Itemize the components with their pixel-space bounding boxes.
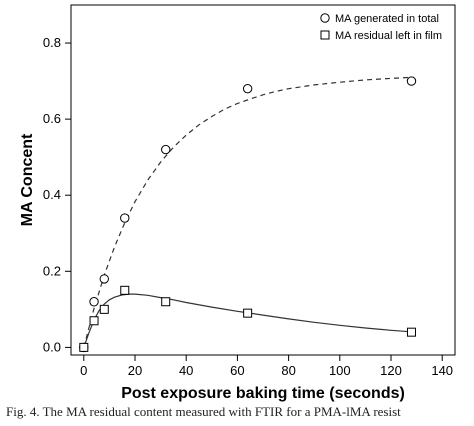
x-tick-label: 60	[230, 363, 244, 378]
x-tick-label: 0	[80, 363, 87, 378]
x-tick-label: 40	[179, 363, 193, 378]
x-tick-label: 140	[431, 363, 453, 378]
y-tick-label: 0.8	[43, 35, 61, 50]
point-circle	[406, 76, 417, 86]
fit-line-1	[83, 76, 412, 348]
point-square	[161, 297, 171, 307]
legend-entry: MA generated in total	[335, 13, 439, 25]
x-tick-label: 120	[380, 363, 402, 378]
point-square	[99, 304, 109, 314]
legend-circle-icon	[320, 13, 330, 23]
point-circle	[120, 213, 130, 223]
point-square	[243, 308, 253, 318]
figure-caption: Fig. 4. The MA residual content measured…	[6, 404, 401, 419]
legend: MA generated in total MA residual left in…	[320, 13, 442, 42]
legend-entry: MA residual left in film	[335, 30, 442, 42]
point-square	[406, 327, 416, 337]
point-circle	[242, 83, 253, 94]
y-tick-label: 0.6	[43, 111, 61, 126]
y-axis: 0.0 0.2 0.4 0.6 0.8	[43, 35, 71, 354]
data-points	[79, 76, 417, 353]
point-circle	[161, 144, 171, 155]
plot-area	[70, 4, 456, 356]
point-circle	[89, 297, 99, 307]
fit-curves	[83, 76, 412, 348]
point-square	[120, 285, 130, 295]
y-tick-label: 0.2	[43, 263, 61, 278]
y-tick-label: 0.0	[43, 339, 61, 354]
y-tick-label: 0.4	[43, 187, 61, 202]
x-axis: 0 20 40 60 80 100 120 140	[80, 355, 453, 378]
y-axis-label: MA Concent	[19, 133, 36, 226]
point-circle	[99, 274, 109, 284]
x-axis-label: Post exposure baking time (seconds)	[121, 385, 405, 402]
x-tick-label: 80	[281, 363, 295, 378]
x-tick-label: 100	[329, 363, 351, 378]
x-tick-label: 20	[128, 363, 142, 378]
point-square	[89, 316, 99, 326]
point-square	[79, 342, 89, 352]
legend-square-icon	[320, 30, 330, 40]
fit-line-2	[83, 293, 412, 348]
